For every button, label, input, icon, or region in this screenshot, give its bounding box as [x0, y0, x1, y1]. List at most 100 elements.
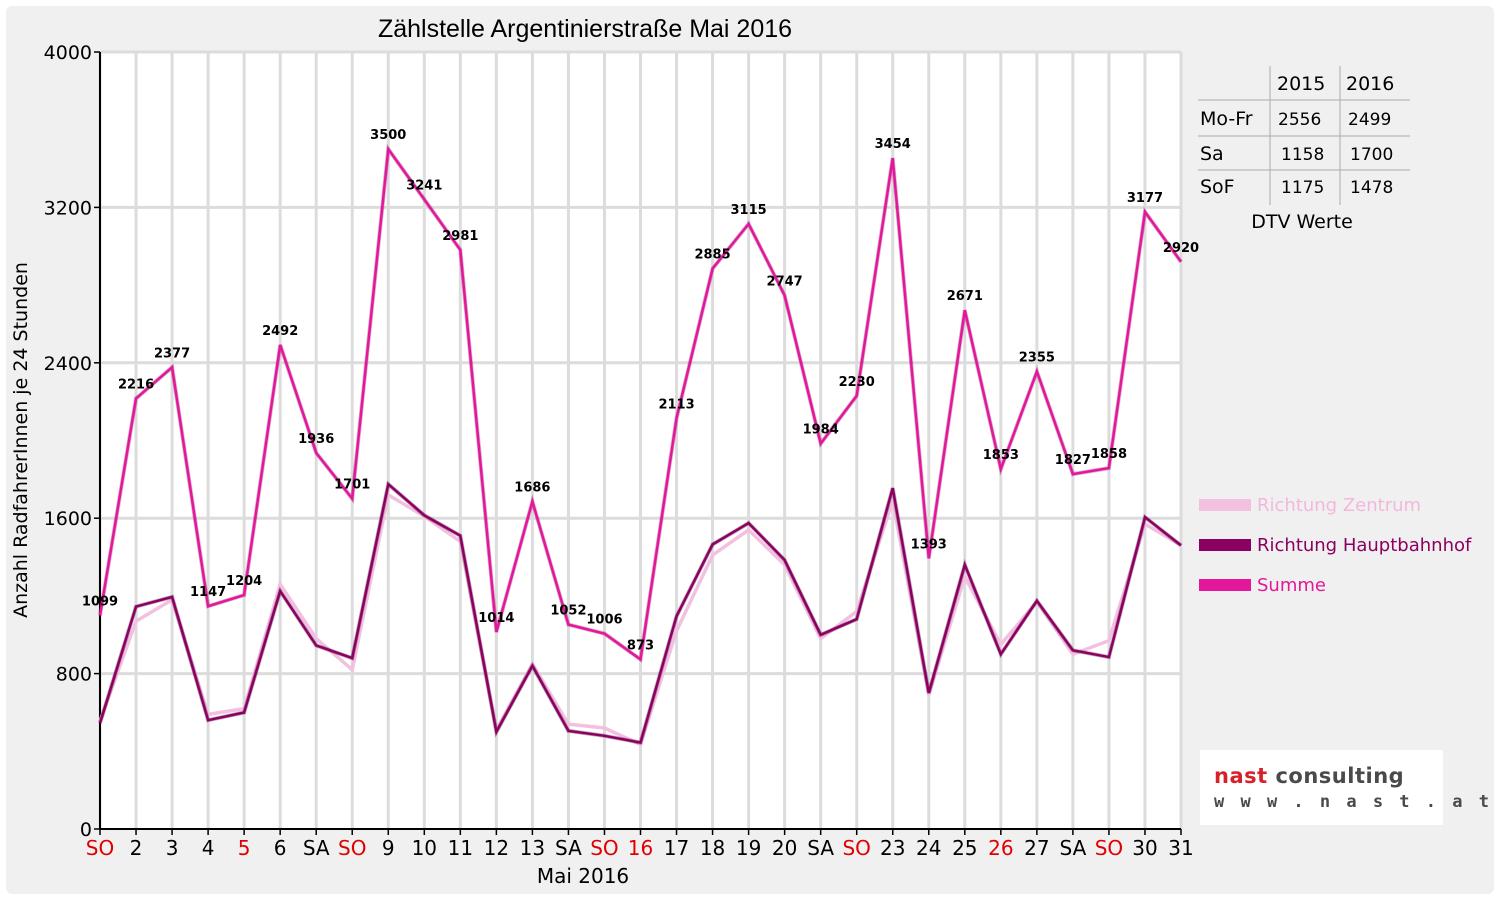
dtv-row-label: Sa	[1200, 143, 1224, 165]
x-tick-label: 27	[1024, 836, 1049, 860]
data-label: 3500	[370, 128, 406, 143]
x-tick-label: SA	[303, 836, 330, 860]
series-line	[98, 492, 1182, 747]
dtv-row-label: Mo-Fr	[1200, 108, 1253, 130]
data-label: 1701	[334, 478, 370, 493]
legend-label: Summe	[1257, 575, 1326, 596]
data-label: 1853	[983, 448, 1019, 463]
x-tick-label: 12	[484, 836, 509, 860]
series-lines	[98, 143, 1183, 747]
data-label: 2671	[947, 289, 983, 304]
data-label: 2981	[442, 229, 478, 244]
data-label: 2885	[694, 248, 730, 263]
legend-swatch	[1199, 499, 1251, 511]
x-tick-label: 9	[382, 836, 395, 860]
logo-url: w w w . n a s t . a t	[1214, 792, 1492, 812]
x-tick-label: 18	[700, 836, 725, 860]
data-label: 2230	[839, 375, 875, 390]
y-tick-label: 1600	[44, 508, 92, 530]
series-line	[98, 481, 1182, 745]
chart-title: Zählstelle Argentinierstraße Mai 2016	[378, 15, 792, 43]
legend: Richtung Zentrum Richtung Hauptbahnhof Sum…	[1199, 495, 1472, 596]
x-tick-label: 26	[988, 836, 1013, 860]
dtv-cell: 1158	[1281, 145, 1324, 165]
y-tick-label: 4000	[44, 42, 92, 64]
dtv-cell: 2499	[1348, 110, 1391, 130]
y-tick-label: 2400	[44, 353, 92, 375]
data-label: 1204	[226, 574, 262, 589]
dtv-row-label: SoF	[1200, 176, 1235, 198]
x-tick-label: SO	[86, 836, 114, 860]
x-tick-label: 17	[664, 836, 689, 860]
data-label: 2355	[1019, 351, 1055, 366]
data-label: 1936	[298, 432, 334, 447]
x-tick-label: SA	[807, 836, 834, 860]
data-label: 1006	[586, 613, 622, 628]
data-label: 1984	[803, 423, 839, 438]
data-label: 1393	[911, 537, 947, 552]
dtv-header-2015: 2015	[1277, 73, 1325, 95]
x-tick-label: 30	[1132, 836, 1157, 860]
x-tick-label: SO	[590, 836, 618, 860]
x-axis-title: Mai 2016	[537, 864, 629, 888]
x-tick-label: 6	[274, 836, 287, 860]
dtv-cell: 1700	[1350, 145, 1393, 165]
x-tick-label: SO	[1095, 836, 1123, 860]
y-axis-title: Anzahl RadfahrerInnen je 24 Stunden	[10, 262, 32, 618]
series-line	[98, 145, 1183, 662]
data-label: 1052	[550, 604, 586, 619]
y-tick-label: 800	[56, 664, 92, 686]
y-tick-label: 3200	[44, 197, 92, 219]
dtv-cell: 2556	[1278, 110, 1321, 130]
legend-swatch	[1199, 579, 1251, 591]
legend-label: Richtung Zentrum	[1257, 495, 1421, 516]
data-label: 873	[627, 638, 654, 653]
x-tick-label: 31	[1168, 836, 1193, 860]
x-tick-label: SA	[555, 836, 582, 860]
logo-brand-suffix: consulting	[1275, 764, 1405, 788]
x-tick-label: 11	[448, 836, 473, 860]
x-tick-label: 3	[166, 836, 179, 860]
dtv-cell: 1175	[1281, 178, 1324, 198]
data-label: 3177	[1127, 191, 1163, 206]
company-logo: nast consulting w w w . n a s t . a t	[1200, 750, 1489, 825]
x-tick-label: 10	[412, 836, 437, 860]
x-tick-label: 24	[916, 836, 941, 860]
data-label: 3241	[406, 178, 442, 193]
x-tick-label: 4	[202, 836, 215, 860]
logo-wordmark: nast consulting	[1214, 764, 1404, 788]
legend-label: Richtung Hauptbahnhof	[1257, 535, 1472, 556]
data-label: 1827	[1055, 453, 1091, 468]
data-label: 1099	[82, 595, 118, 610]
x-tick-label: 25	[952, 836, 977, 860]
logo-brand-name: nast	[1214, 764, 1268, 788]
x-tick-label: 19	[736, 836, 761, 860]
data-label: 3115	[731, 203, 767, 218]
dtv-cell: 1478	[1350, 178, 1393, 198]
data-label: 3454	[875, 137, 911, 152]
grid-lines	[98, 50, 1183, 829]
y-tick-label: 0	[80, 819, 92, 841]
data-label: 2920	[1163, 241, 1199, 256]
data-label: 1147	[190, 585, 226, 600]
x-tick-label: 13	[520, 836, 545, 860]
dtv-caption: DTV Werte	[1251, 211, 1353, 233]
data-label: 1858	[1091, 447, 1127, 462]
x-tick-label: 2	[130, 836, 143, 860]
data-label: 1686	[514, 480, 550, 495]
x-tick-label: 23	[880, 836, 905, 860]
data-label: 2492	[262, 324, 298, 339]
x-tick-label: 20	[772, 836, 797, 860]
x-tick-label: SO	[842, 836, 870, 860]
x-tick-label: 16	[628, 836, 653, 860]
data-label: 2747	[767, 274, 803, 289]
dtv-table: 2015 2016 Mo-Fr 2556 2499 Sa 1158 1700 S…	[1198, 66, 1410, 233]
data-label: 2216	[118, 378, 154, 393]
legend-swatch	[1199, 539, 1251, 551]
x-tick-label: SA	[1060, 836, 1087, 860]
dtv-header-2016: 2016	[1346, 73, 1394, 95]
x-tick-label: 5	[238, 836, 251, 860]
